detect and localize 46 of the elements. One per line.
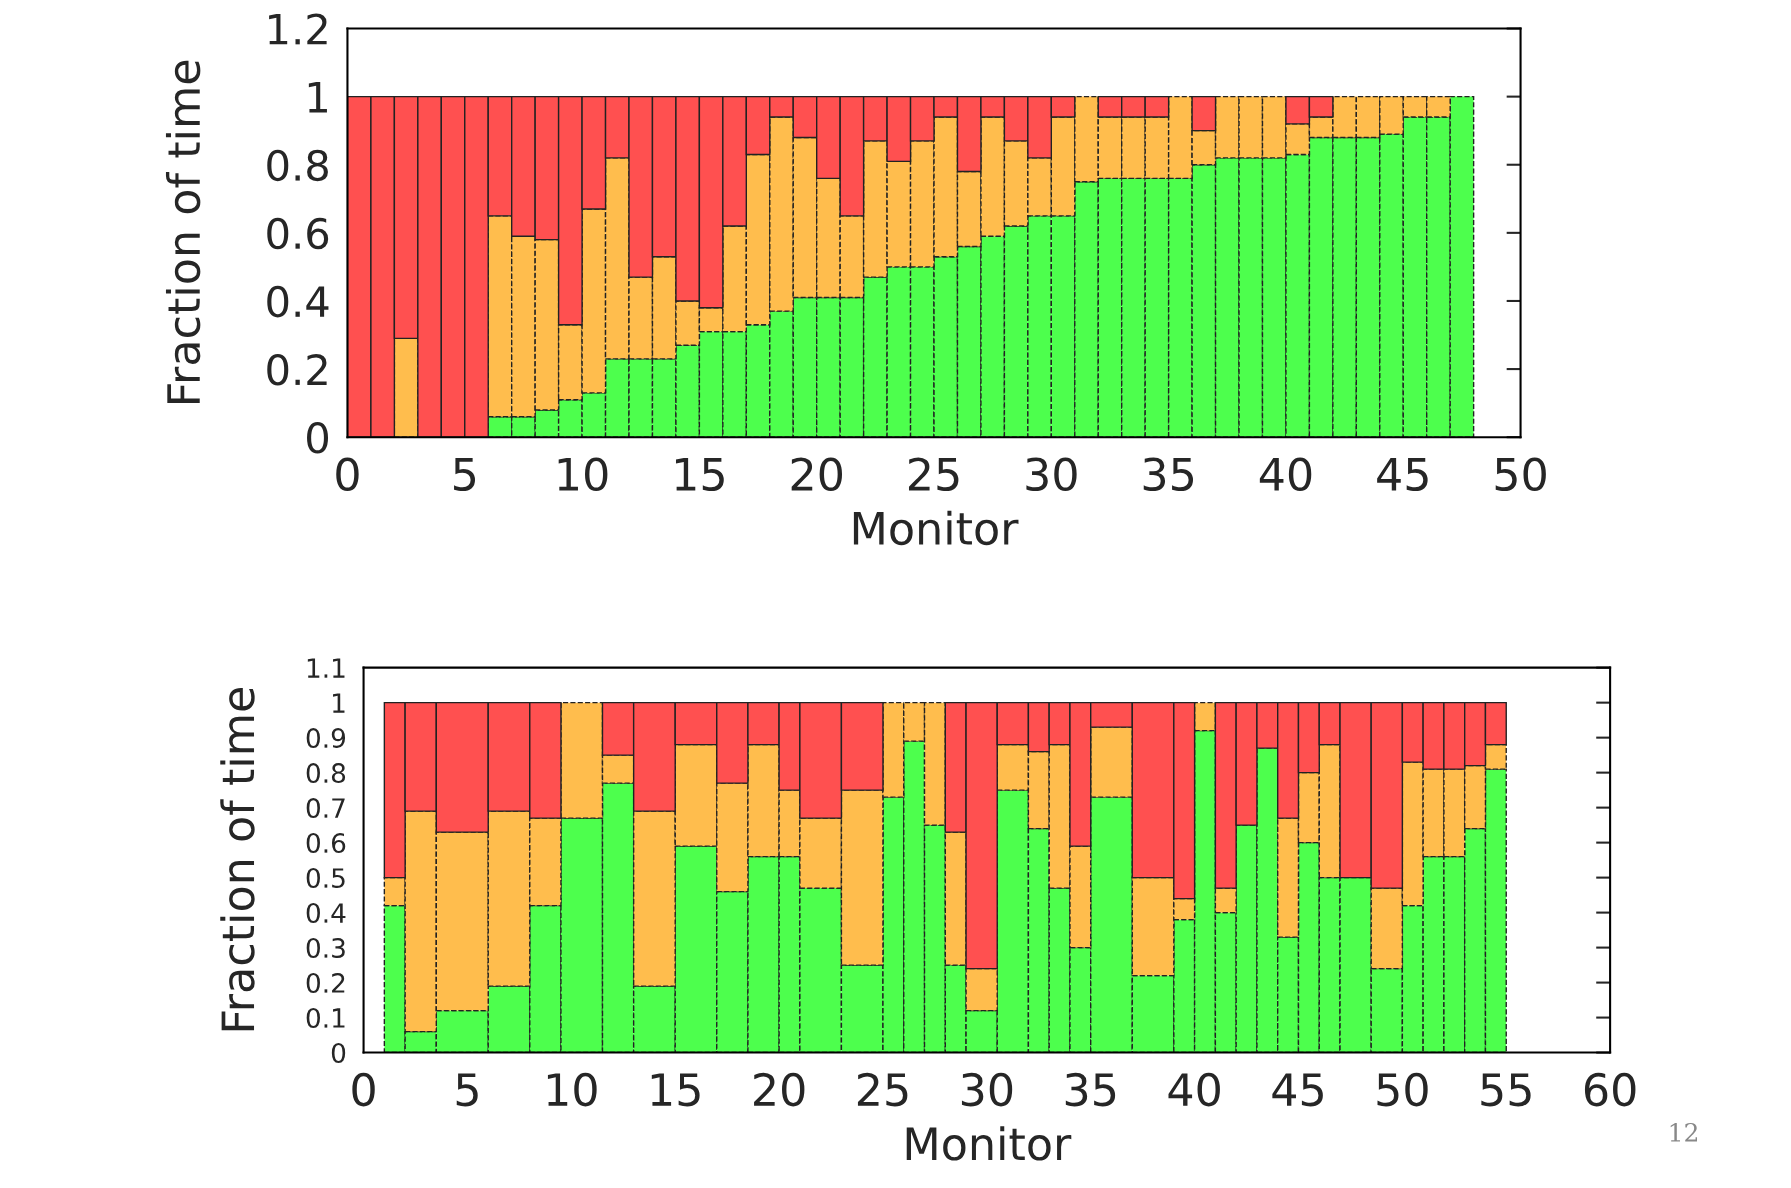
x-tick-label: 30 bbox=[1026, 457, 1077, 492]
y-tick-label: 0.2 bbox=[306, 973, 345, 993]
y-tick-label: 0 bbox=[331, 1043, 346, 1063]
x-tick-label: 15 bbox=[651, 1073, 700, 1107]
x-tick-label: 10 bbox=[547, 1072, 597, 1107]
x-tick-label: 25 bbox=[908, 457, 959, 492]
x-tick-label: 45 bbox=[1377, 458, 1428, 492]
y-axis-title: Fraction of time bbox=[220, 688, 255, 1031]
y-tick-label: 0 bbox=[307, 422, 329, 454]
x-tick-label: 15 bbox=[675, 458, 724, 492]
x-tick-label: 10 bbox=[558, 457, 608, 492]
x-axis-title: Monitor bbox=[906, 1126, 1072, 1161]
x-tick-label: 45 bbox=[1272, 1073, 1323, 1107]
text: 12 bbox=[1670, 1122, 1697, 1142]
y-tick-label: 0.6 bbox=[267, 217, 329, 250]
x-tick-label: 5 bbox=[454, 458, 476, 492]
y-tick-label: 1.1 bbox=[307, 658, 345, 678]
x-tick-label: 30 bbox=[961, 1072, 1013, 1107]
y-tick-label: 0.3 bbox=[306, 938, 345, 958]
y-tick-label: 1 bbox=[308, 82, 327, 113]
x-tick-label: 20 bbox=[754, 1072, 805, 1107]
x-tick-label: 40 bbox=[1168, 1072, 1220, 1107]
x-tick-label: 20 bbox=[791, 457, 843, 492]
x-tick-label: 5 bbox=[456, 1073, 478, 1107]
x-tick-label: 35 bbox=[1065, 1072, 1116, 1107]
y-tick-label: 0.7 bbox=[306, 798, 345, 819]
y-tick-label: 0.6 bbox=[306, 833, 346, 854]
y-tick-label: 0.5 bbox=[306, 868, 345, 889]
y-tick-label: 1.2 bbox=[269, 13, 327, 45]
x-tick-label: 60 bbox=[1584, 1072, 1636, 1107]
y-tick-label: 1 bbox=[333, 693, 345, 713]
x-tick-label: 40 bbox=[1259, 457, 1312, 492]
x-tick-label: 55 bbox=[1481, 1073, 1531, 1107]
y-tick-label: 0.4 bbox=[267, 285, 329, 318]
x-tick-label: 50 bbox=[1377, 1072, 1428, 1107]
x-axis-title: Monitor bbox=[853, 510, 1019, 546]
y-tick-label: 0.8 bbox=[267, 149, 328, 182]
x-tick-label: 50 bbox=[1495, 457, 1546, 492]
y-tick-label: 0.1 bbox=[306, 1008, 345, 1028]
y-tick-label: 0.8 bbox=[306, 763, 346, 784]
y-axis-title: Fraction of time bbox=[165, 60, 201, 403]
y-tick-label: 0.9 bbox=[306, 728, 346, 749]
x-tick-label: 35 bbox=[1143, 457, 1194, 492]
y-tick-label: 0.2 bbox=[267, 353, 327, 386]
x-tick-label: 25 bbox=[857, 1072, 908, 1107]
y-tick-label: 0.4 bbox=[306, 903, 346, 923]
